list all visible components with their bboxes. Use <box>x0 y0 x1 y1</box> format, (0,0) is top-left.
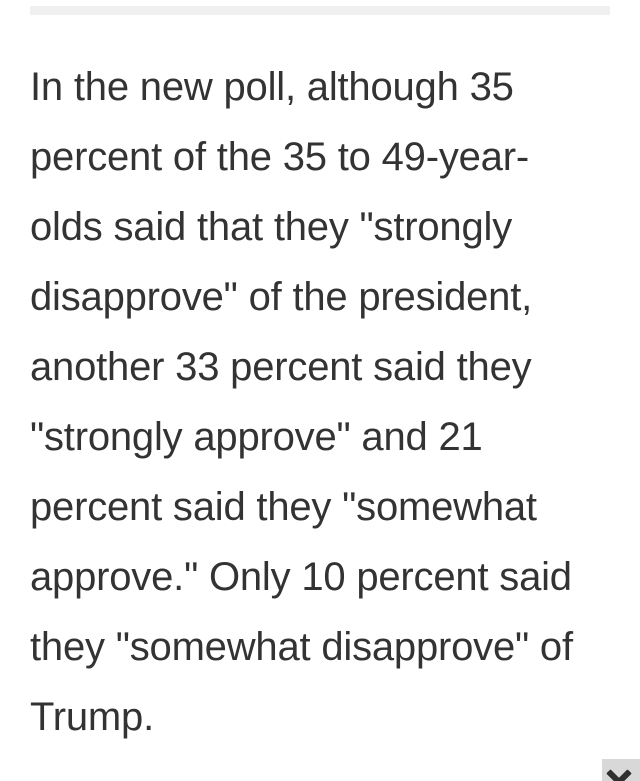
top-divider <box>30 6 610 15</box>
article-line: In the new poll, although 35 <box>30 65 514 109</box>
article-line: another 33 percent said they <box>30 345 532 389</box>
article-line: disapprove" of the president, <box>30 275 533 319</box>
article-line: Trump. <box>30 695 154 739</box>
article-body: In the new poll, although 35 percent of … <box>30 52 610 752</box>
article-line: "strongly approve" and 21 <box>30 415 483 459</box>
article-line: percent of the 35 to 49-year- <box>30 135 529 179</box>
ad-close-button[interactable] <box>602 759 640 781</box>
article-paragraph: In the new poll, although 35 percent of … <box>30 52 610 752</box>
article-line: they "somewhat disapprove" of <box>30 625 573 669</box>
close-icon <box>602 759 640 781</box>
article-line: olds said that they "strongly <box>30 205 512 249</box>
article-line: approve." Only 10 percent said <box>30 555 572 599</box>
article-line: percent said they "somewhat <box>30 485 537 529</box>
